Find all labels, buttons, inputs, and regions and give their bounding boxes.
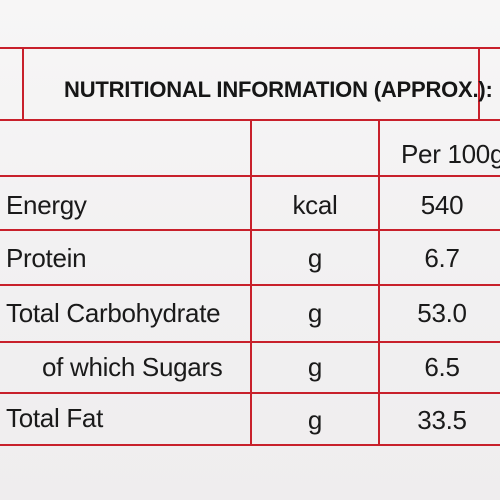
nutrient-unit: g <box>307 243 323 273</box>
column-divider <box>250 119 252 446</box>
nutrient-value: 6.7 <box>424 243 460 273</box>
nutrient-value: 6.5 <box>424 352 460 382</box>
nutrient-unit: g <box>307 298 323 328</box>
nutrient-value: 540 <box>420 190 464 220</box>
nutrient-name: of which Sugars <box>42 352 223 382</box>
nutrient-name: Total Fat <box>6 403 104 433</box>
per-100g-header: Per 100g <box>401 139 500 169</box>
nutrient-name: Protein <box>6 243 87 273</box>
nutrient-name: Energy <box>6 190 87 220</box>
frame-top-border <box>0 47 500 49</box>
nutrient-value: 53.0 <box>417 298 467 328</box>
nutrient-unit: g <box>307 405 323 435</box>
nutrient-value: 33.5 <box>417 405 467 435</box>
frame-right-border <box>478 47 480 119</box>
page-title: NUTRITIONAL INFORMATION (APPROX.): <box>64 77 493 102</box>
frame-left-border <box>22 47 24 119</box>
nutrient-name: Total Carbohydrate <box>6 298 221 328</box>
column-divider <box>378 119 380 446</box>
nutrient-unit: g <box>307 352 323 382</box>
nutrient-unit: kcal <box>292 190 338 220</box>
